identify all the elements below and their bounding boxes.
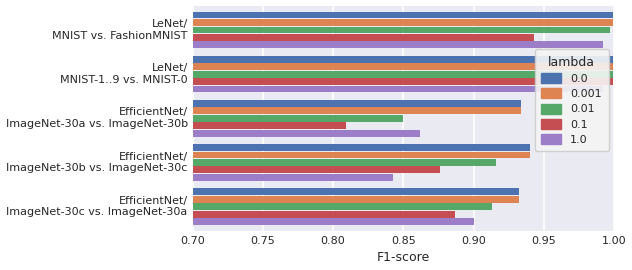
Bar xyxy=(193,63,613,70)
Bar xyxy=(193,26,610,33)
Bar xyxy=(193,78,613,85)
Bar xyxy=(193,159,496,166)
Bar xyxy=(193,12,613,18)
Bar xyxy=(193,71,613,77)
Bar xyxy=(193,130,420,137)
Bar xyxy=(193,34,534,41)
Bar xyxy=(193,122,346,129)
Bar xyxy=(193,196,519,202)
Bar xyxy=(193,188,519,195)
Bar xyxy=(193,56,613,63)
Bar xyxy=(193,86,603,92)
Bar xyxy=(193,203,492,210)
Bar xyxy=(193,19,613,26)
Bar xyxy=(193,144,530,151)
Bar xyxy=(193,107,521,114)
Bar xyxy=(193,100,521,107)
Bar xyxy=(193,211,455,218)
Bar xyxy=(193,151,530,158)
Bar xyxy=(193,115,403,122)
Bar xyxy=(193,174,394,181)
Legend: 0.0, 0.001, 0.01, 0.1, 1.0: 0.0, 0.001, 0.01, 0.1, 1.0 xyxy=(535,49,609,151)
X-axis label: F1-score: F1-score xyxy=(377,251,430,264)
Bar xyxy=(193,167,440,173)
Bar xyxy=(193,218,473,225)
Bar xyxy=(193,41,603,48)
